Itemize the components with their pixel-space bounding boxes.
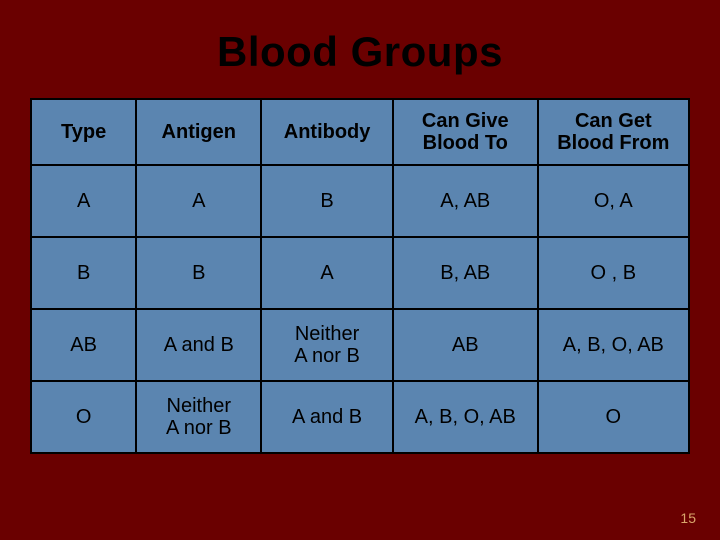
table-row: B B A B, AB O , B — [31, 237, 689, 309]
cell-type: A — [31, 165, 136, 237]
cell-type: AB — [31, 309, 136, 381]
cell-antigen: B — [136, 237, 261, 309]
col-get: Can GetBlood From — [538, 99, 689, 165]
cell-get: O — [538, 381, 689, 453]
col-antigen: Antigen — [136, 99, 261, 165]
cell-get: A, B, O, AB — [538, 309, 689, 381]
blood-group-table-container: Type Antigen Antibody Can GiveBlood To C… — [30, 98, 690, 454]
table-body: A A B A, AB O, A B B A B, AB O , B AB A … — [31, 165, 689, 453]
page-number: 15 — [680, 510, 696, 526]
cell-antibody: A and B — [261, 381, 393, 453]
cell-give: A, B, O, AB — [393, 381, 538, 453]
cell-give: AB — [393, 309, 538, 381]
col-give: Can GiveBlood To — [393, 99, 538, 165]
cell-antigen: A — [136, 165, 261, 237]
cell-type: O — [31, 381, 136, 453]
cell-antigen: NeitherA nor B — [136, 381, 261, 453]
table-header-row: Type Antigen Antibody Can GiveBlood To C… — [31, 99, 689, 165]
cell-antibody: B — [261, 165, 393, 237]
cell-type: B — [31, 237, 136, 309]
blood-group-table: Type Antigen Antibody Can GiveBlood To C… — [30, 98, 690, 454]
cell-antigen: A and B — [136, 309, 261, 381]
slide-title: Blood Groups — [0, 0, 720, 98]
table-row: A A B A, AB O, A — [31, 165, 689, 237]
slide: Blood Groups Type Antigen Antibody Can G… — [0, 0, 720, 540]
cell-give: B, AB — [393, 237, 538, 309]
table-row: O NeitherA nor B A and B A, B, O, AB O — [31, 381, 689, 453]
cell-give: A, AB — [393, 165, 538, 237]
col-type: Type — [31, 99, 136, 165]
cell-antibody: NeitherA nor B — [261, 309, 393, 381]
col-antibody: Antibody — [261, 99, 393, 165]
cell-get: O , B — [538, 237, 689, 309]
table-row: AB A and B NeitherA nor B AB A, B, O, AB — [31, 309, 689, 381]
cell-get: O, A — [538, 165, 689, 237]
cell-antibody: A — [261, 237, 393, 309]
